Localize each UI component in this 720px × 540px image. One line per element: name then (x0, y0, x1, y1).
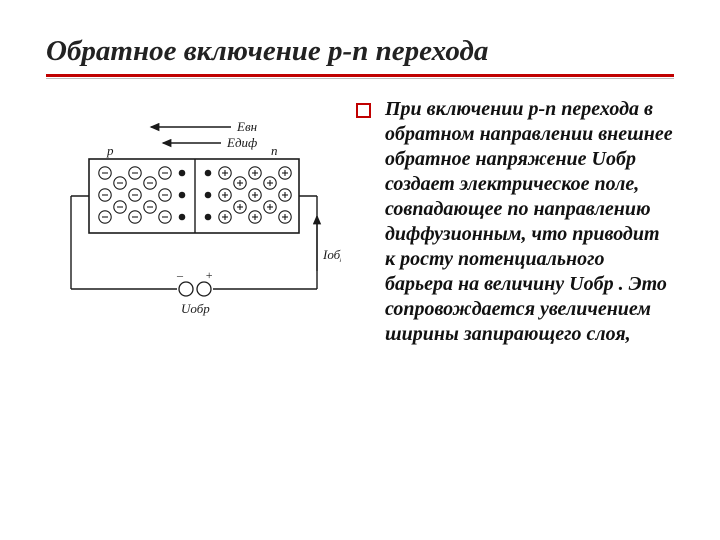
body-text: При включении p-n перехода в обратном на… (385, 97, 674, 347)
svg-text:+: + (205, 268, 213, 282)
bullet-icon (356, 103, 371, 118)
svg-text:Uобр: Uобр (181, 301, 210, 316)
svg-text:–: – (176, 268, 184, 282)
pn-junction-diagram: EвнEдиф p n – + Uобр Iобр (51, 97, 341, 327)
bullet-item: При включении p-n перехода в обратном на… (356, 97, 674, 347)
svg-text:Eдиф: Eдиф (226, 135, 257, 150)
title-underline-shadow (46, 78, 674, 79)
svg-text:p: p (106, 143, 114, 158)
svg-text:Iобр: Iобр (322, 247, 341, 262)
svg-text:Eвн: Eвн (236, 119, 257, 134)
text-column: При включении p-n перехода в обратном на… (346, 97, 674, 347)
diagram-column: EвнEдиф p n – + Uобр Iобр (46, 97, 346, 347)
slide-title: Обратное включение p-n перехода (46, 36, 674, 77)
slide: Обратное включение p-n перехода EвнEдиф p… (0, 0, 720, 540)
content-row: EвнEдиф p n – + Uобр Iобр При включении p-n пе… (46, 97, 674, 347)
svg-text:n: n (271, 143, 278, 158)
